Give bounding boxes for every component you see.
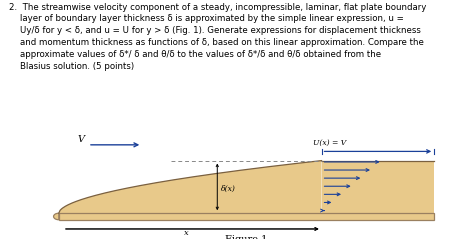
Wedge shape [54, 213, 59, 220]
Text: 2.  The streamwise velocity component of a steady, incompressible, laminar, flat: 2. The streamwise velocity component of … [9, 3, 427, 71]
Polygon shape [59, 161, 321, 213]
Text: V: V [78, 135, 84, 144]
Polygon shape [59, 213, 434, 220]
Polygon shape [321, 161, 434, 213]
Text: δ(x): δ(x) [221, 185, 237, 193]
Text: U(x) = V: U(x) = V [313, 139, 346, 147]
Text: Figure 1: Figure 1 [225, 235, 268, 239]
Text: x: x [184, 229, 189, 237]
